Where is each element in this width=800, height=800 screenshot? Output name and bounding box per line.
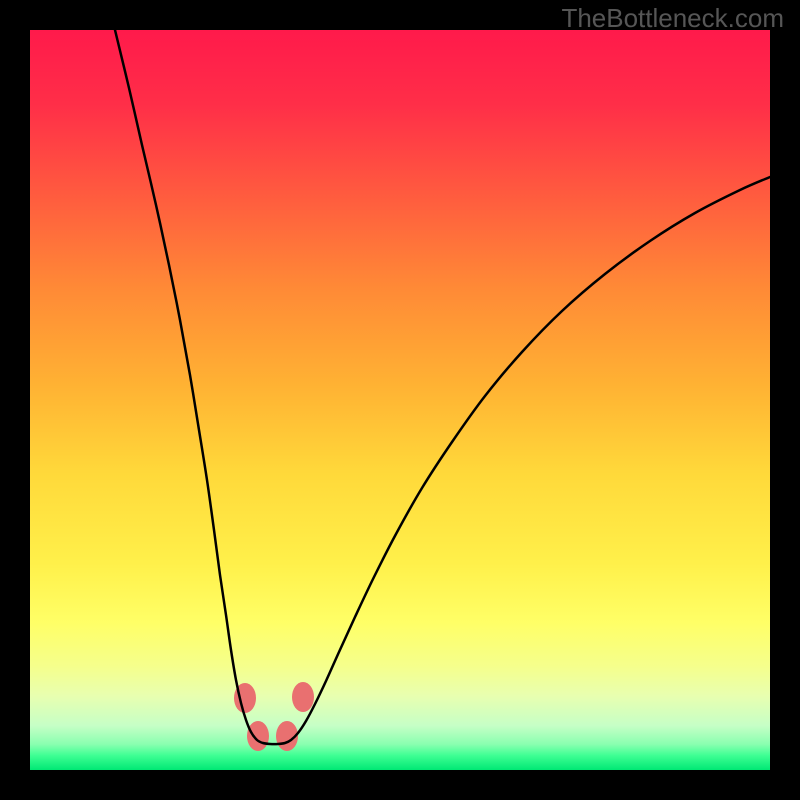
bottleneck-curve [115,30,770,744]
chart-frame: TheBottleneck.com [0,0,800,800]
curve-layer [30,30,770,770]
chart-plot-area [30,30,770,770]
data-marker [292,682,314,712]
watermark-text: TheBottleneck.com [561,3,784,34]
data-marker [247,721,269,751]
